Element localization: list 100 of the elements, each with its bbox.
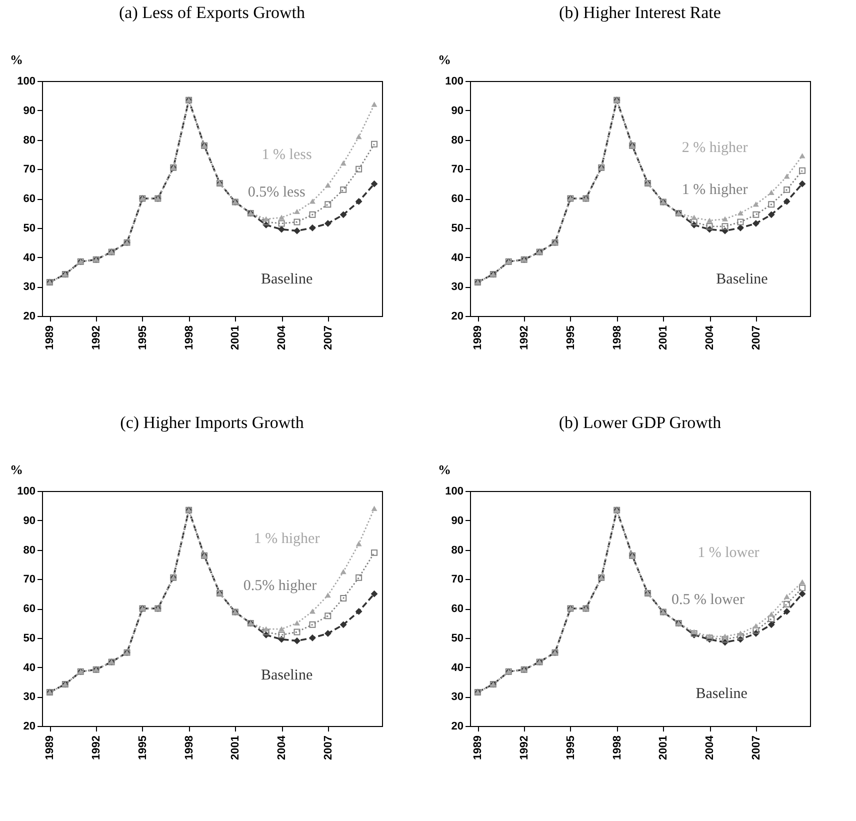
y-tick-label: 30	[451, 281, 464, 294]
point	[799, 167, 806, 174]
point	[706, 218, 712, 223]
point	[356, 574, 362, 581]
y-tick-label: 100	[445, 486, 464, 498]
point	[324, 612, 332, 620]
point	[356, 608, 362, 615]
y-tick-label: 100	[17, 76, 36, 88]
y-tick-label: 30	[451, 691, 464, 704]
x-tick-label: 2007	[750, 736, 762, 760]
point	[310, 199, 316, 204]
x-tick-label: 1998	[183, 736, 196, 760]
point	[371, 180, 378, 188]
point	[722, 216, 728, 222]
y-tick-label: 40	[23, 662, 36, 674]
x-tick-label: 1992	[518, 736, 531, 760]
x-tick-label: 1995	[564, 326, 577, 350]
point	[278, 226, 285, 233]
point	[784, 174, 790, 179]
point	[722, 636, 728, 643]
text: 1 % lower	[698, 545, 760, 562]
x-tick-label: 1992	[518, 326, 531, 350]
series-label: Baseline	[260, 667, 313, 684]
x-tick-label: 2001	[230, 736, 242, 760]
y-tick-label: 90	[451, 514, 464, 527]
point	[784, 186, 790, 193]
y-axis-title: %	[438, 52, 451, 67]
y-tick-label: 70	[23, 574, 36, 586]
point	[690, 218, 698, 226]
point	[800, 580, 805, 584]
point	[356, 134, 362, 140]
x-tick-label: 1995	[136, 736, 149, 760]
point	[768, 616, 775, 622]
y-tick-label: 70	[451, 164, 464, 176]
text: Baseline	[696, 686, 748, 702]
y-tick-label: 70	[451, 574, 464, 586]
x-tick-label: 1995	[564, 736, 577, 760]
point	[799, 590, 806, 598]
point	[372, 506, 377, 511]
y-axis-title: %	[10, 462, 23, 477]
x-tick-label: 2004	[704, 324, 716, 350]
point	[340, 186, 347, 193]
x-tick-label: 2007	[322, 326, 334, 350]
y-axis-title: %	[438, 462, 451, 477]
point	[325, 182, 331, 188]
x-tick-label: 1995	[136, 326, 149, 350]
x-tick-label: 1989	[472, 736, 484, 760]
x-tick-label: 2007	[750, 326, 762, 350]
y-tick-label: 70	[23, 164, 36, 176]
x-tick-label: 2001	[230, 326, 242, 350]
point	[722, 634, 728, 639]
x-tick-label: 1998	[183, 326, 196, 350]
x-tick-label: 2004	[276, 324, 288, 350]
series-label: 0.5% less	[248, 184, 306, 200]
chart-title: (b) Higher Interest Rate	[559, 3, 721, 22]
y-tick-label: 20	[23, 720, 36, 732]
x-tick-label: 2007	[322, 736, 334, 760]
y-tick-label: 20	[23, 310, 36, 322]
chart-title: (a) Less of Exports Growth	[118, 3, 306, 22]
point	[737, 224, 744, 232]
y-tick-label: 50	[23, 222, 36, 234]
chart-title: (c) Higher Imports Growth	[120, 413, 304, 432]
point	[278, 220, 285, 227]
point	[278, 215, 284, 220]
y-tick-label: 50	[23, 632, 36, 644]
x-tick-label: 1998	[611, 326, 624, 350]
y-tick-label: 90	[23, 514, 36, 527]
x-tick-label: 1989	[44, 736, 56, 760]
point	[752, 220, 760, 227]
point	[784, 608, 790, 615]
point	[722, 223, 728, 230]
point	[324, 220, 332, 227]
point	[324, 630, 332, 637]
point	[309, 224, 316, 232]
point	[691, 215, 697, 220]
x-tick-label: 1992	[90, 326, 103, 350]
chart-title: (b) Lower GDP Growth	[558, 413, 722, 432]
point	[294, 209, 300, 214]
y-tick-label: 20	[451, 310, 464, 322]
point	[356, 166, 362, 172]
point	[340, 160, 346, 166]
point	[262, 628, 270, 636]
point	[371, 140, 378, 148]
x-tick-label: 2004	[276, 734, 288, 760]
point	[768, 201, 775, 208]
point	[309, 211, 316, 218]
point	[768, 621, 775, 628]
point	[691, 630, 697, 634]
point	[340, 621, 347, 628]
point	[372, 102, 377, 107]
point	[309, 621, 316, 628]
point	[340, 211, 347, 218]
x-tick-label: 1989	[472, 326, 484, 350]
x-tick-label: 1998	[611, 736, 624, 760]
y-tick-label: 50	[451, 632, 464, 644]
y-tick-label: 60	[451, 193, 464, 205]
point	[752, 211, 760, 218]
series-label: 1 % less	[262, 146, 312, 163]
series-label: 1 % higher	[682, 182, 748, 198]
point	[737, 633, 744, 640]
